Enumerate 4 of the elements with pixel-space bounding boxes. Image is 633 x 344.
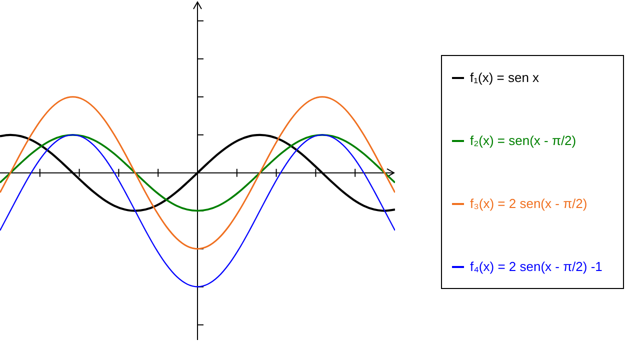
legend-label: f₁(x) = sen x	[470, 70, 540, 85]
legend-label: f₂(x) = sen(x - π/2)	[470, 133, 576, 148]
legend-label: f₃(x) = 2 sen(x - π/2)	[470, 196, 588, 211]
legend-label: f₄(x) = 2 sen(x - π/2) -1	[470, 259, 602, 274]
